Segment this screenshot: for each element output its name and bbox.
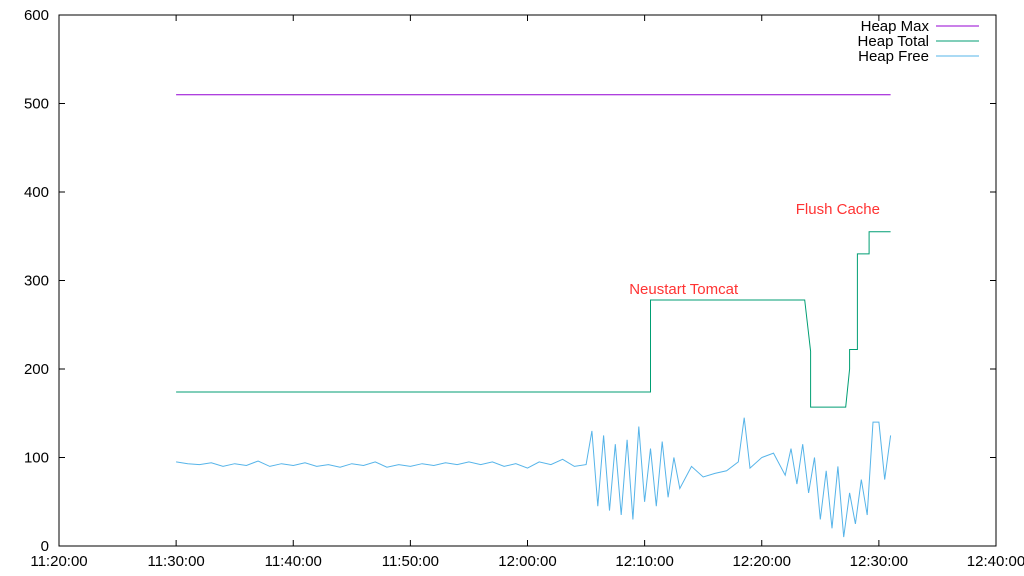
x-tick-label: 11:40:00 bbox=[265, 553, 322, 570]
y-tick-label: 600 bbox=[24, 7, 49, 24]
x-tick-label: 11:50:00 bbox=[382, 553, 439, 570]
y-tick-label: 300 bbox=[24, 273, 49, 290]
x-tick-label: 12:00:00 bbox=[498, 553, 556, 570]
y-axis: 0 100 200 300 400 500 600 bbox=[24, 7, 996, 555]
annotation-label: Neustart Tomcat bbox=[629, 281, 739, 298]
y-tick-label: 500 bbox=[24, 96, 49, 113]
series-layer bbox=[176, 94, 892, 538]
x-tick-label: 12:40:00 bbox=[967, 553, 1024, 570]
x-tick-label: 11:30:00 bbox=[147, 553, 204, 570]
x-tick-label: 12:20:00 bbox=[733, 553, 791, 570]
x-axis: 11:20:00 11:30:00 11:40:00 11:50:00 12:00:00… bbox=[30, 15, 1024, 570]
y-tick-label: 200 bbox=[24, 361, 49, 378]
x-tick-label: 12:30:00 bbox=[850, 553, 908, 570]
legend-label: Heap Free bbox=[858, 48, 929, 65]
annotations: Neustart Tomcat Flush Cache bbox=[629, 201, 880, 298]
heap-total-line bbox=[176, 231, 891, 408]
y-tick-label: 100 bbox=[24, 450, 49, 467]
legend-label: Heap Total bbox=[858, 33, 929, 50]
annotation-label: Flush Cache bbox=[796, 201, 880, 218]
x-tick-label: 11:20:00 bbox=[30, 553, 87, 570]
heap-free-line bbox=[176, 417, 892, 538]
y-tick-label: 400 bbox=[24, 184, 49, 201]
x-tick-label: 12:10:00 bbox=[615, 553, 673, 570]
y-tick-label: 0 bbox=[41, 538, 49, 555]
legend-label: Heap Max bbox=[861, 18, 930, 35]
